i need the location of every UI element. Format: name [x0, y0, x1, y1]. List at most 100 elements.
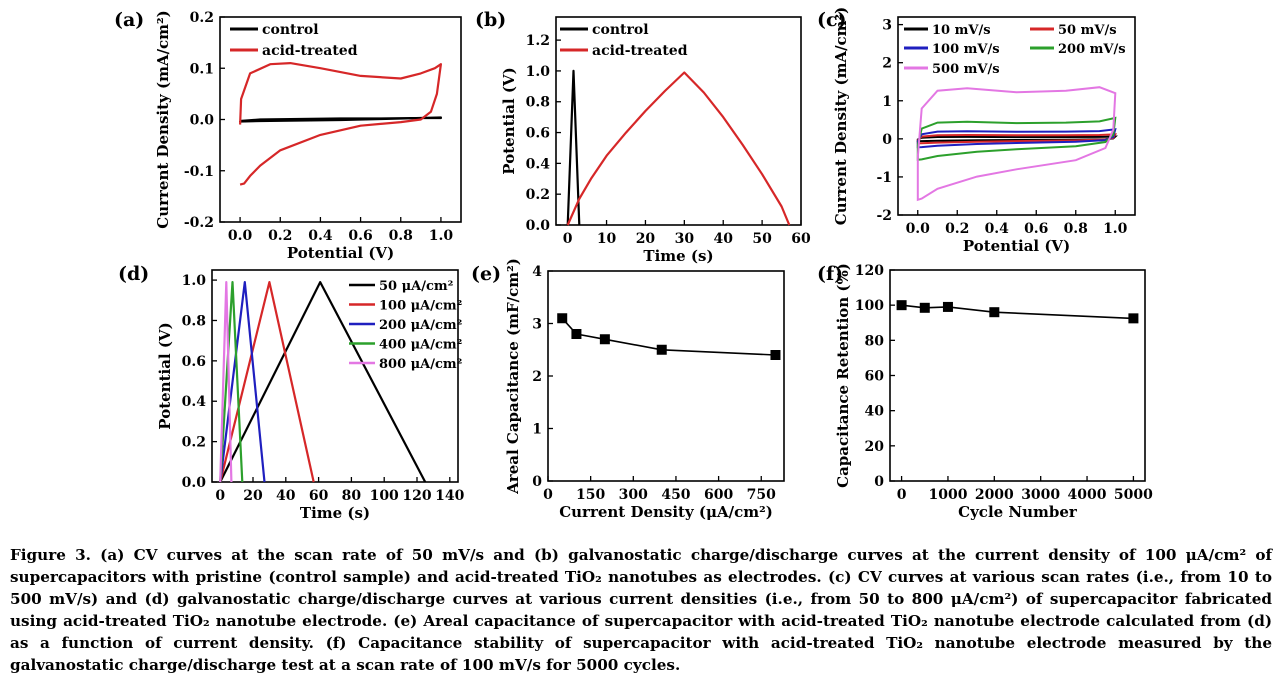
legend-label: acid-treated — [592, 43, 688, 59]
panel-label: (a) — [114, 9, 144, 31]
data-point-marker — [989, 307, 1000, 318]
series-line-100-A-cm- — [219, 281, 315, 483]
y-tick-label: 20 — [865, 439, 885, 455]
panel-e: 0 150 300 450 600 750 0 1 2 3 4 Current Density (μA… — [471, 258, 785, 521]
data-point-marker — [919, 302, 930, 313]
legend-label: control — [262, 22, 319, 38]
panel-d: 0 20 40 60 80 100 120 140 0.0 0.2 0.4 0.6 0.8 1.0 Time… — [118, 263, 465, 522]
x-tick-label: 0.8 — [1064, 221, 1088, 237]
y-tick-label: 60 — [865, 369, 885, 385]
x-tick-label: 0.4 — [308, 228, 333, 244]
x-tick-label: 50 — [752, 231, 772, 247]
x-tick-label: 10 — [597, 231, 617, 247]
x-tick-label: 2000 — [975, 487, 1014, 503]
x-tick-label: 150 — [576, 487, 605, 503]
y-tick-label: -2 — [876, 208, 892, 224]
x-tick-label: 0.8 — [389, 228, 413, 244]
series-line-control — [239, 116, 442, 123]
series-line-100-mV-s — [916, 128, 1117, 149]
x-tick-label: 0 — [897, 487, 907, 503]
y-tick-label: 0.2 — [526, 187, 550, 203]
x-tick-label: 3000 — [1021, 487, 1060, 503]
legend-label: 200 μA/cm² — [379, 318, 462, 333]
y-tick-label: 1.0 — [526, 64, 551, 80]
panel-b: 0 10 20 30 40 50 60 0.0 0.2 0.4 0.6 0.8 1.0 1.2 Time (… — [475, 9, 811, 265]
data-point-marker — [656, 344, 667, 355]
data-point-marker — [599, 334, 610, 345]
plot-frame — [555, 16, 802, 226]
y-tick-label: 0.1 — [190, 61, 214, 77]
panel-c: 0.0 0.2 0.4 0.6 0.8 1.0 -2 -1 0 1 2 3 Potential (V) C… — [817, 7, 1136, 255]
x-tick-label: 1.0 — [429, 228, 454, 244]
figure-caption: Figure 3. (a) CV curves at the scan rate… — [10, 544, 1272, 676]
y-tick-label: 0.4 — [182, 394, 207, 410]
x-tick-label: 750 — [747, 487, 776, 503]
panel-label: (f) — [817, 263, 843, 285]
x-tick-label: 0 — [215, 488, 225, 504]
series-line-200-A-cm- — [219, 281, 266, 483]
plot-frame — [897, 16, 1136, 216]
data-point-marker — [942, 301, 953, 312]
legend-label: 50 mV/s — [1058, 23, 1117, 38]
x-tick-label: 0.4 — [985, 221, 1010, 237]
y-tick-label: -0.2 — [184, 215, 214, 231]
legend-label: 400 μA/cm² — [379, 338, 462, 353]
caption-label: Figure 3. — [10, 546, 91, 564]
y-tick-label: 0.2 — [182, 435, 206, 451]
x-tick-label: 600 — [704, 487, 733, 503]
series-line-control — [566, 69, 581, 226]
x-axis-label: Time (s) — [643, 247, 713, 265]
data-point-marker — [557, 313, 568, 324]
y-tick-label: 3 — [882, 18, 892, 34]
x-tick-label: 1000 — [928, 487, 967, 503]
legend-label: 50 μA/cm² — [379, 279, 453, 294]
y-tick-label: 1.2 — [526, 33, 550, 49]
y-tick-label: 4 — [532, 264, 542, 280]
y-tick-label: 1 — [882, 94, 892, 110]
series-line-400-A-cm- — [219, 281, 244, 483]
figure-3-panels: 0.0 0.2 0.4 0.6 0.8 1.0 -0.2 -0.1 0.0 0.1 0.2 Poten… — [114, 7, 1153, 522]
series-line-50-A-cm- — [219, 281, 427, 483]
y-axis-label: Potential (V) — [500, 67, 518, 174]
x-tick-label: 0.6 — [348, 228, 372, 244]
data-point-marker — [896, 300, 907, 311]
x-tick-label: 300 — [619, 487, 648, 503]
plot-frame — [889, 269, 1146, 482]
y-tick-label: 80 — [865, 333, 885, 349]
panel-a: 0.0 0.2 0.4 0.6 0.8 1.0-0.2-0.10.00.10.2Poten… — [114, 9, 462, 262]
legend-label: 500 mV/s — [932, 62, 1000, 77]
x-tick-label: 0 — [563, 231, 573, 247]
x-tick-label: 0.0 — [906, 221, 931, 237]
y-tick-label: 0.0 — [190, 113, 215, 129]
legend-label: 100 μA/cm² — [379, 299, 462, 314]
y-tick-label: 120 — [855, 263, 884, 279]
plot-frame — [547, 270, 785, 482]
y-tick-label: -0.1 — [184, 164, 214, 180]
data-point-marker — [1128, 313, 1139, 324]
x-tick-label: 100 — [370, 488, 399, 504]
y-tick-label: 0.2 — [190, 10, 214, 26]
x-tick-label: 80 — [342, 488, 362, 504]
y-tick-label: 0.8 — [526, 95, 550, 111]
x-tick-label: 120 — [402, 488, 431, 504]
y-tick-label: 0.6 — [182, 354, 206, 370]
plot-frame — [211, 269, 459, 483]
y-tick-label: -1 — [876, 170, 892, 186]
x-tick-label: 5000 — [1114, 487, 1153, 503]
x-axis-label: Current Density (μA/cm²) — [559, 503, 773, 521]
legend-label: 200 mV/s — [1058, 42, 1126, 57]
y-tick-label: 2 — [532, 369, 542, 385]
data-point-marker — [770, 350, 781, 360]
x-tick-label: 0.2 — [268, 228, 292, 244]
legend-label: acid-treated — [262, 43, 358, 59]
x-tick-label: 40 — [276, 488, 296, 504]
legend-label: 100 mV/s — [932, 42, 1000, 57]
y-axis-label: Potential (V) — [156, 322, 174, 429]
series-line-series-0 — [901, 304, 1134, 320]
x-tick-label: 30 — [675, 231, 695, 247]
legend-label: control — [592, 22, 649, 38]
x-tick-label: 0.2 — [945, 221, 969, 237]
x-tick-label: 1.0 — [1103, 221, 1128, 237]
y-tick-label: 0.4 — [526, 156, 551, 172]
series-line-200-mV-s — [916, 116, 1117, 161]
